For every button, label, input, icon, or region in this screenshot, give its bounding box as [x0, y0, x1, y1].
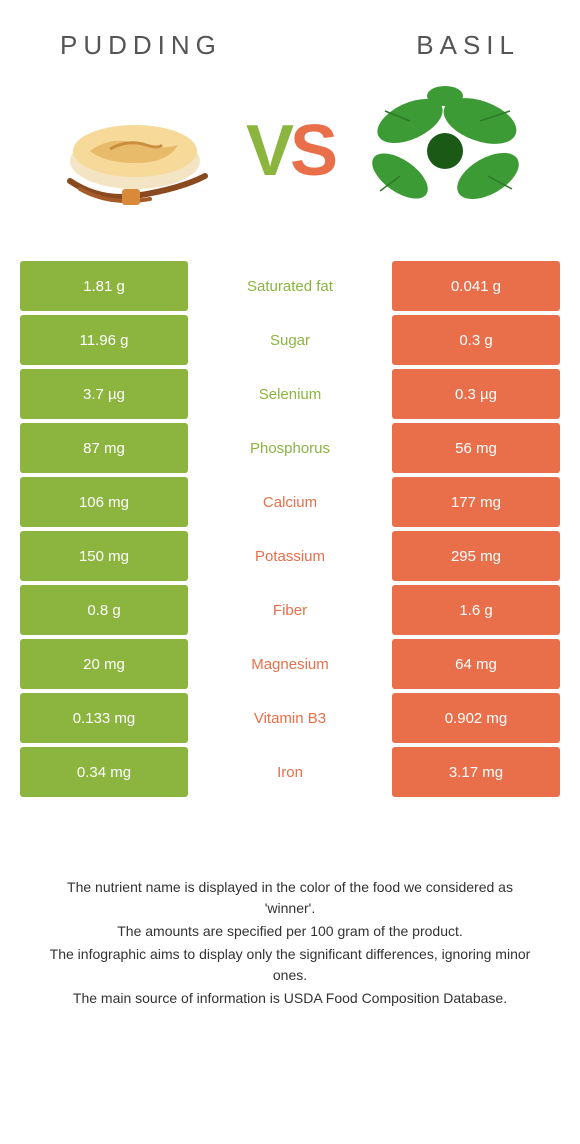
table-row: 0.133 mgVitamin B30.902 mg — [20, 693, 560, 743]
right-value: 295 mg — [392, 531, 560, 581]
table-row: 106 mgCalcium177 mg — [20, 477, 560, 527]
left-value: 1.81 g — [20, 261, 188, 311]
nutrient-label: Magnesium — [188, 639, 392, 689]
nutrient-label: Potassium — [188, 531, 392, 581]
table-row: 0.34 mgIron3.17 mg — [20, 747, 560, 797]
vs-v: V — [246, 110, 290, 192]
nutrient-label: Sugar — [188, 315, 392, 365]
footer-line: The amounts are specified per 100 gram o… — [40, 921, 540, 942]
left-value: 20 mg — [20, 639, 188, 689]
nutrient-label: Fiber — [188, 585, 392, 635]
nutrient-label: Calcium — [188, 477, 392, 527]
nutrient-label: Iron — [188, 747, 392, 797]
vs-s: S — [290, 110, 334, 192]
right-value: 0.902 mg — [392, 693, 560, 743]
footer-line: The nutrient name is displayed in the co… — [40, 877, 540, 919]
title-right: Basil — [416, 30, 520, 61]
right-value: 0.3 g — [392, 315, 560, 365]
table-row: 0.8 gFiber1.6 g — [20, 585, 560, 635]
title-left: Pudding — [60, 30, 222, 61]
left-value: 0.34 mg — [20, 747, 188, 797]
basil-image — [360, 81, 530, 221]
table-row: 150 mgPotassium295 mg — [20, 531, 560, 581]
left-value: 0.133 mg — [20, 693, 188, 743]
right-value: 56 mg — [392, 423, 560, 473]
nutrient-label: Selenium — [188, 369, 392, 419]
table-row: 11.96 gSugar0.3 g — [20, 315, 560, 365]
pudding-image — [50, 81, 220, 221]
footer-line: The infographic aims to display only the… — [40, 944, 540, 986]
table-row: 3.7 µgSelenium0.3 µg — [20, 369, 560, 419]
left-value: 11.96 g — [20, 315, 188, 365]
table-row: 1.81 gSaturated fat0.041 g — [20, 261, 560, 311]
right-value: 177 mg — [392, 477, 560, 527]
left-value: 0.8 g — [20, 585, 188, 635]
right-value: 0.041 g — [392, 261, 560, 311]
table-row: 87 mgPhosphorus56 mg — [20, 423, 560, 473]
right-value: 0.3 µg — [392, 369, 560, 419]
hero-row: VS — [20, 81, 560, 221]
footer-notes: The nutrient name is displayed in the co… — [20, 877, 560, 1009]
left-value: 87 mg — [20, 423, 188, 473]
vs-label: VS — [246, 110, 334, 192]
right-value: 3.17 mg — [392, 747, 560, 797]
footer-line: The main source of information is USDA F… — [40, 988, 540, 1009]
right-value: 1.6 g — [392, 585, 560, 635]
titles-row: Pudding Basil — [20, 30, 560, 61]
comparison-table: 1.81 gSaturated fat0.041 g11.96 gSugar0.… — [20, 261, 560, 797]
left-value: 106 mg — [20, 477, 188, 527]
right-value: 64 mg — [392, 639, 560, 689]
table-row: 20 mgMagnesium64 mg — [20, 639, 560, 689]
nutrient-label: Vitamin B3 — [188, 693, 392, 743]
nutrient-label: Phosphorus — [188, 423, 392, 473]
nutrient-label: Saturated fat — [188, 261, 392, 311]
left-value: 3.7 µg — [20, 369, 188, 419]
left-value: 150 mg — [20, 531, 188, 581]
